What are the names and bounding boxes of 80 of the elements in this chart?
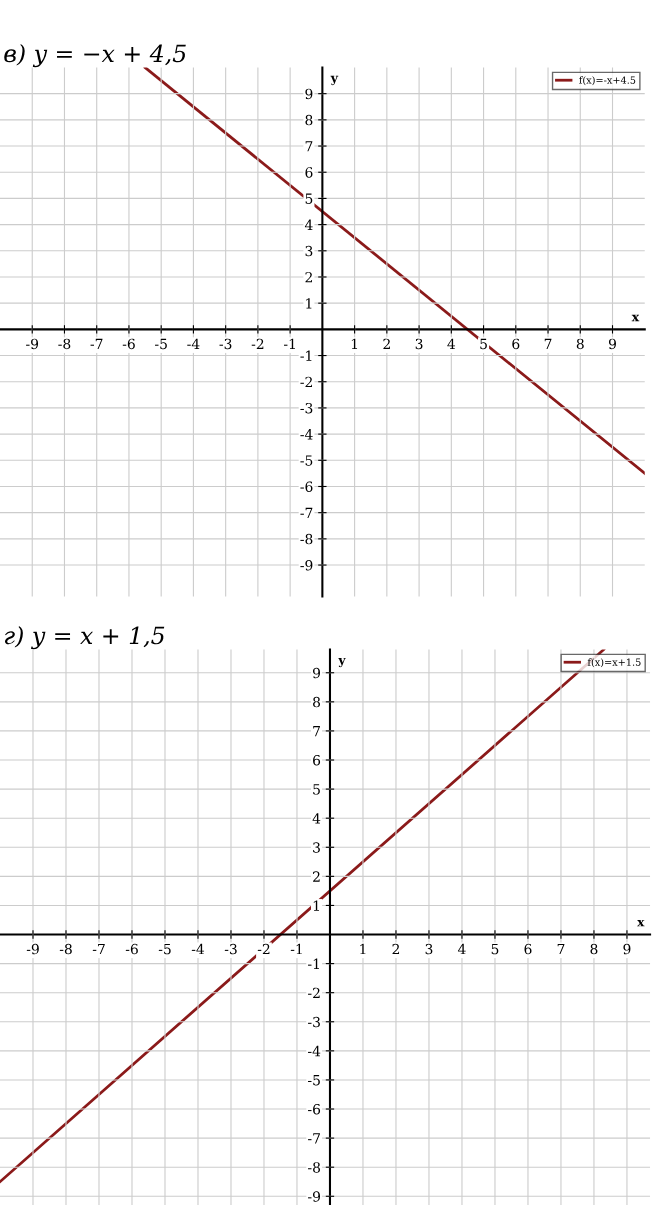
y-tick-label: 5 — [305, 193, 313, 204]
y-tick-label: -9 — [308, 1191, 321, 1202]
x-axis-title: x — [637, 919, 645, 927]
y-tick-label: 7 — [313, 726, 320, 737]
x-tick-label: 5 — [491, 943, 499, 955]
y-tick-label: 6 — [305, 167, 313, 178]
x-tick-label: -8 — [58, 338, 71, 350]
x-tick-label: -6 — [125, 943, 138, 955]
y-tick-label: 3 — [305, 245, 313, 257]
x-tick-label: -4 — [191, 943, 205, 955]
legend-label: f(x)=-x+4.5 — [579, 76, 636, 86]
x-tick-label: 8 — [576, 338, 584, 350]
x-tick-label: 9 — [608, 338, 616, 350]
y-tick-label: -6 — [308, 1103, 321, 1115]
x-tick-label: -5 — [158, 943, 171, 955]
x-tick-label: 4 — [447, 338, 456, 349]
y-tick-label: -8 — [308, 1162, 321, 1173]
y-tick-label: 3 — [313, 842, 320, 853]
x-tick-label: 1 — [351, 338, 358, 349]
y-tick-label: -7 — [308, 1133, 320, 1144]
chart-title: в) y = −x + 4,5 — [4, 43, 186, 68]
x-tick-label: -7 — [92, 943, 105, 955]
y-tick-label: -5 — [300, 455, 313, 466]
x-tick-label: -3 — [224, 943, 237, 955]
x-tick-label: -8 — [59, 943, 72, 955]
y-tick-label: 4 — [312, 813, 321, 824]
x-tick-label: -9 — [26, 338, 39, 350]
y-tick-label: -3 — [308, 1016, 320, 1028]
y-tick-label: 7 — [305, 141, 313, 152]
y-axis-title: y — [338, 657, 346, 668]
x-tick-label: -7 — [90, 338, 103, 349]
x-tick-label: -2 — [257, 943, 270, 955]
y-tick-label: -4 — [308, 1045, 321, 1057]
x-tick-label: -9 — [26, 943, 39, 955]
y-tick-label: 2 — [313, 871, 320, 882]
x-tick-label: 6 — [512, 338, 520, 350]
x-tick-label: 1 — [360, 943, 366, 955]
x-tick-label: 3 — [415, 338, 423, 350]
y-tick-label: -5 — [308, 1075, 320, 1086]
y-tick-label: -1 — [308, 958, 319, 969]
x-tick-label: 7 — [544, 338, 552, 349]
y-tick-label: -7 — [300, 507, 313, 518]
y-tick-label: 1 — [313, 900, 319, 911]
x-tick-label: 3 — [425, 943, 433, 955]
y-tick-label: 9 — [312, 667, 321, 679]
y-tick-label: 4 — [304, 219, 313, 230]
y-tick-label: 5 — [313, 784, 320, 795]
y-tick-label: -9 — [300, 560, 313, 571]
x-tick-label: -3 — [219, 338, 232, 350]
x-tick-label: 2 — [392, 943, 400, 955]
legend-label: f(x)=x+1.5 — [587, 658, 641, 668]
x-tick-label: 9 — [623, 943, 631, 955]
y-tick-label: -6 — [300, 481, 313, 492]
x-tick-label: 6 — [524, 943, 532, 955]
x-tick-label: -1 — [283, 338, 295, 349]
x-tick-label: 4 — [457, 943, 466, 955]
y-tick-label: 6 — [313, 754, 321, 766]
x-tick-label: 5 — [480, 338, 487, 350]
x-tick-label: 8 — [590, 943, 598, 955]
y-tick-label: 8 — [305, 114, 313, 126]
x-tick-label: -5 — [155, 338, 167, 350]
y-tick-label: -8 — [300, 533, 313, 545]
x-tick-label: 2 — [383, 338, 390, 349]
y-tick-label: -1 — [300, 350, 312, 361]
y-tick-label: 9 — [305, 88, 313, 100]
x-tick-label: -4 — [187, 338, 200, 349]
y-axis-title: y — [330, 75, 339, 86]
y-tick-label: 2 — [305, 271, 312, 283]
y-tick-label: 8 — [313, 696, 321, 708]
y-tick-label: -4 — [300, 429, 313, 440]
x-axis-title: x — [631, 314, 640, 322]
x-tick-label: -2 — [251, 338, 264, 349]
y-tick-label: -3 — [300, 402, 313, 414]
x-tick-label: -1 — [290, 943, 302, 955]
x-tick-label: 7 — [557, 943, 565, 955]
y-tick-label: -2 — [300, 376, 312, 388]
x-tick-label: -6 — [122, 338, 135, 350]
chart-title: г) y = x + 1,5 — [4, 626, 165, 650]
y-tick-label: 1 — [306, 298, 312, 309]
y-tick-label: -2 — [308, 987, 320, 998]
